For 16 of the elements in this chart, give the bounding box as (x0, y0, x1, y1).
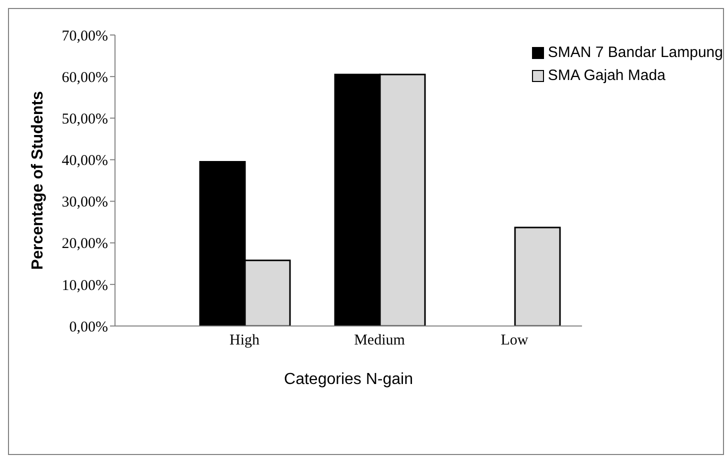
bar (514, 226, 561, 326)
y-tick-label: 20,00% (62, 236, 108, 252)
y-tick-label: 40,00% (62, 153, 108, 170)
x-tick-label: High (230, 332, 260, 349)
y-tick-label: 0,00% (69, 319, 108, 336)
y-tick-label: 50,00% (62, 111, 108, 128)
legend-label: SMAN 7 Bandar Lampung (548, 44, 723, 61)
y-tick-label: 60,00% (62, 70, 108, 86)
y-tick-label: 30,00% (62, 194, 108, 211)
x-tick-label: Low (500, 332, 528, 349)
y-axis-title: Percentage of Students (30, 91, 47, 270)
x-axis-title: Categories N-gain (284, 371, 413, 388)
x-tick-label: Medium (354, 332, 406, 349)
y-tick-label: 70,00% (62, 28, 108, 44)
y-tick-label: 10,00% (62, 278, 108, 294)
legend-label: SMA Gajah Mada (548, 67, 666, 84)
